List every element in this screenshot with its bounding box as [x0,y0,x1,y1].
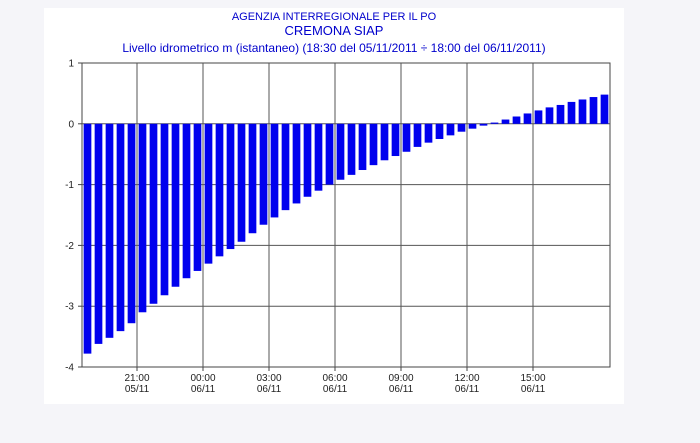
bar [479,123,488,126]
bar [424,123,433,143]
x-tick-time-label: 21:00 [124,373,149,384]
chart-frame: AGENZIA INTERREGIONALE PER IL PO CREMONA… [44,8,624,404]
bar [534,110,543,124]
x-tick-date-label: 06/11 [455,384,480,395]
x-tick-time-label: 09:00 [388,373,413,384]
bar [259,123,268,225]
bar [138,123,147,313]
y-tick-label: -3 [65,302,74,313]
bar [116,123,125,332]
bar-chart: AGENZIA INTERREGIONALE PER IL PO CREMONA… [65,11,611,395]
plot-area [81,62,611,368]
x-tick-date-label: 05/11 [125,384,150,395]
bar [314,123,323,191]
bar [567,101,576,124]
x-tick-time-label: 06:00 [322,373,347,384]
bar [226,123,235,250]
bar [413,123,422,147]
bar [490,122,499,124]
bar [435,123,444,139]
x-tick-date-label: 06/11 [323,384,348,395]
bar [523,113,532,124]
x-tick-time-label: 00:00 [190,373,215,384]
x-tick-date-label: 06/11 [257,384,282,395]
y-tick-label: -1 [65,180,74,191]
bar [171,123,180,287]
bar [600,94,609,124]
bar [292,123,301,204]
y-tick-label: -4 [65,363,74,374]
bar [446,123,455,136]
bar [556,104,565,124]
bar [402,123,411,152]
bar [358,123,367,171]
bar [149,123,158,304]
bar [105,123,114,338]
bar [369,123,378,166]
bar [193,123,202,271]
bar [237,123,246,242]
bar [127,123,136,324]
bar [94,123,103,344]
bar [468,123,477,129]
bar [83,123,92,354]
chart-caption: Livello idrometrico m (istantaneo) (18:3… [122,41,545,55]
y-axis-ticks: 1 0 -1 -2 -3 -4 [65,59,82,374]
x-tick-date-label: 06/11 [521,384,546,395]
y-tick-label: -2 [65,241,74,252]
bar [512,116,521,124]
bar [325,123,334,185]
bar [248,123,257,234]
chart-subtitle: CREMONA SIAP [285,23,384,38]
bar [380,123,389,161]
x-tick-date-label: 06/11 [389,384,414,395]
x-tick-time-label: 03:00 [256,373,281,384]
bar [303,123,312,197]
bar [270,123,279,218]
bar [545,107,554,124]
bar [204,123,213,264]
bar [182,123,191,279]
x-tick-time-label: 15:00 [520,373,545,384]
bar [281,123,290,211]
bar [215,123,224,257]
bar [457,123,466,132]
bar [578,99,587,124]
y-tick-label: 1 [68,59,74,70]
bar [391,123,400,157]
bar-series [83,94,609,354]
y-tick-label: 0 [68,119,74,130]
x-tick-date-label: 06/11 [191,384,216,395]
bar [501,119,510,124]
chart-title: AGENZIA INTERREGIONALE PER IL PO [232,11,437,23]
grid-lines [82,63,610,367]
bar [160,123,169,296]
bar [347,123,356,175]
x-tick-time-label: 12:00 [454,373,479,384]
bar [589,97,598,124]
bar [336,123,345,180]
x-axis-ticks: 21:0005/1100:0006/1103:0006/1106:0006/11… [124,367,546,395]
